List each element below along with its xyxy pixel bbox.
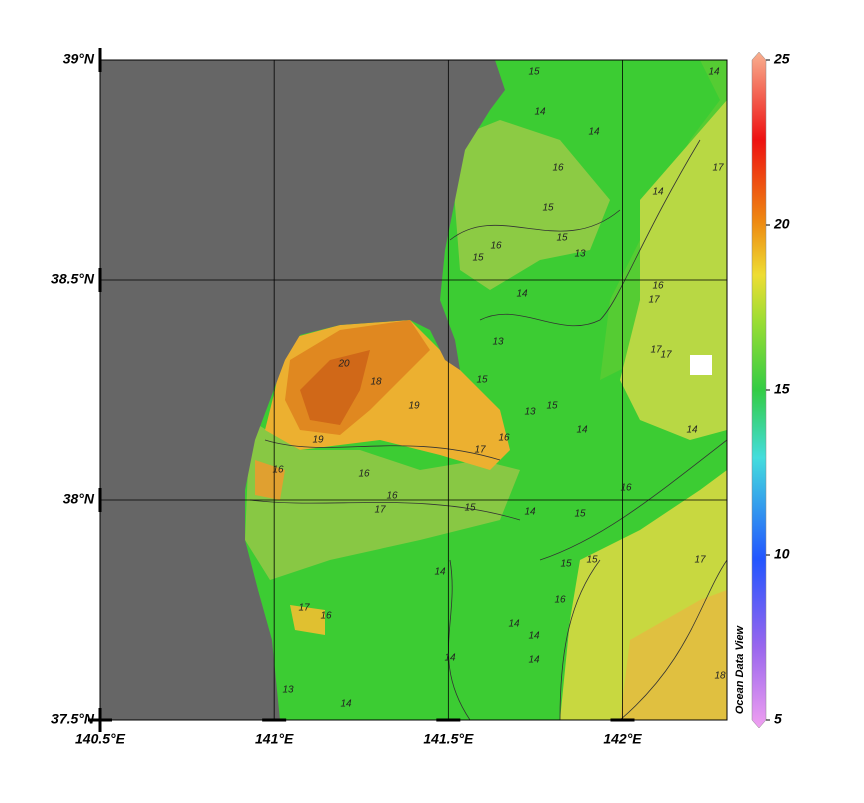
contour-label: 14 <box>652 187 664 198</box>
contour-label: 16 <box>552 163 564 174</box>
contour-label: 13 <box>282 685 294 696</box>
contour-label: 20 <box>337 359 350 370</box>
contour-label: 16 <box>386 491 398 502</box>
contour-label: 14 <box>534 107 546 118</box>
contour-label: 17 <box>712 163 724 174</box>
contour-label: 15 <box>528 67 540 78</box>
contour-label: 15 <box>464 503 476 514</box>
contour-label: 13 <box>492 337 504 348</box>
y-tick-label: 38°N <box>63 491 95 507</box>
contour-label: 14 <box>434 567 446 578</box>
contour-label: 15 <box>546 401 558 412</box>
contour-label: 16 <box>554 595 566 606</box>
contour-label: 16 <box>320 611 332 622</box>
colorbar-label: 20 <box>773 216 790 232</box>
contour-label: 18 <box>370 377 382 388</box>
x-tick-label: 142°E <box>603 731 642 747</box>
contour-label: 17 <box>650 345 662 356</box>
contour-label: 16 <box>358 469 370 480</box>
contour-label: 19 <box>408 401 420 412</box>
x-tick-label: 141°E <box>255 731 294 747</box>
contour-label: 18 <box>714 671 726 682</box>
contour-label: 16 <box>490 241 502 252</box>
contour-label: 14 <box>516 289 528 300</box>
colorbar-label: 10 <box>774 546 790 562</box>
contour-label: 17 <box>694 555 706 566</box>
contour-label: 17 <box>474 445 486 456</box>
contour-label: 15 <box>476 375 488 386</box>
contour-label: 14 <box>508 619 520 630</box>
contour-label: 13 <box>524 407 536 418</box>
colorbar-label: 15 <box>774 381 790 397</box>
colorbar-label: 5 <box>774 711 782 727</box>
contour-label: 15 <box>556 233 568 244</box>
contour-label: 14 <box>528 655 540 666</box>
contour-label: 15 <box>542 203 554 214</box>
contour-label: 17 <box>660 350 672 361</box>
contour-label: 14 <box>708 67 720 78</box>
x-tick-label: 141.5°E <box>423 731 474 747</box>
contour-label: 16 <box>272 465 284 476</box>
y-tick-label: 37.5°N <box>51 711 95 727</box>
contour-label: 14 <box>340 699 352 710</box>
contour-label: 16 <box>620 483 632 494</box>
colorbar-label: 25 <box>773 51 790 67</box>
contour-label: 19 <box>312 435 324 446</box>
contour-label: 17 <box>298 603 310 614</box>
contour-label: 14 <box>524 507 536 518</box>
contour-label: 14 <box>576 425 588 436</box>
contour-label: 14 <box>588 127 600 138</box>
contour-label: 14 <box>686 425 698 436</box>
y-tick-label: 38.5°N <box>51 271 95 287</box>
contour-label: 15 <box>560 559 572 570</box>
contour-label: 16 <box>498 433 510 444</box>
contour-label: 14 <box>528 631 540 642</box>
colorbar <box>751 51 767 729</box>
contour-label: 15 <box>574 509 586 520</box>
contour-label: 17 <box>648 295 660 306</box>
contour-label: 15 <box>472 253 484 264</box>
x-tick-label: 140.5°E <box>75 731 126 747</box>
contour-label: 15 <box>586 555 598 566</box>
contour-label: 17 <box>374 505 386 516</box>
contour-label: 13 <box>574 249 586 260</box>
map-fill <box>100 60 727 720</box>
contour-label: 16 <box>652 281 664 292</box>
y-tick-label: 39°N <box>63 51 95 67</box>
watermark: Ocean Data View <box>734 624 746 714</box>
contour-label: 14 <box>444 653 456 664</box>
